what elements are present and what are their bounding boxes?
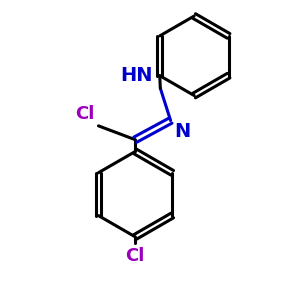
Text: HN: HN	[120, 66, 153, 85]
Text: N: N	[174, 122, 190, 141]
Text: Cl: Cl	[126, 247, 145, 265]
Text: Cl: Cl	[75, 106, 94, 124]
